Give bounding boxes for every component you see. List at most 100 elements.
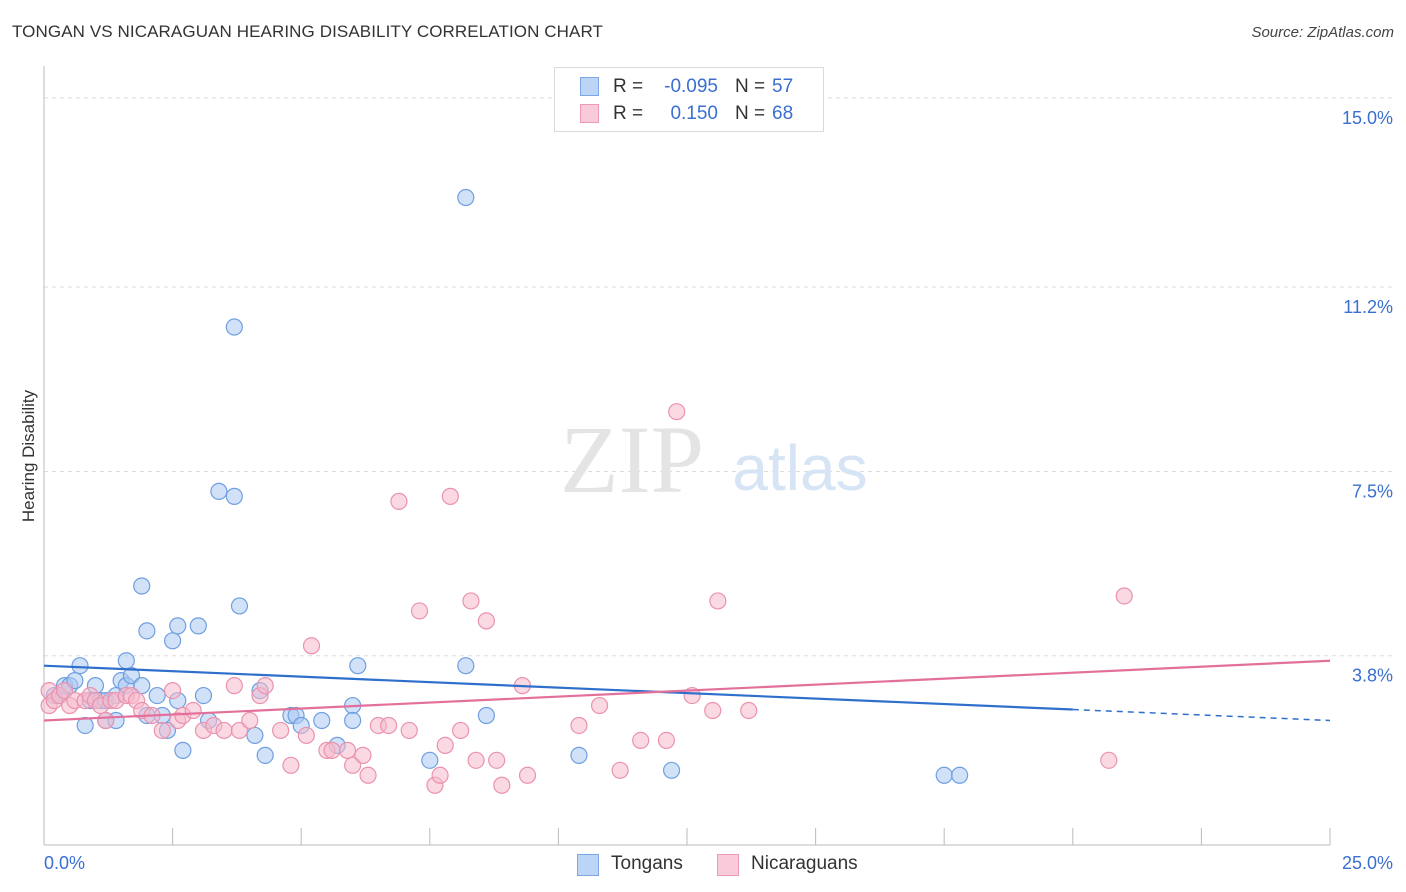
correlation-legend: R = -0.095 N = 57 R = 0.150 N = 68 (554, 67, 824, 132)
tongan-point (169, 617, 187, 635)
tongan-point (225, 487, 243, 505)
nicaraguan-point (657, 731, 676, 750)
tongan-point (313, 711, 331, 730)
nicaraguan-point (452, 721, 470, 740)
watermark-atlas: atlas (732, 432, 867, 504)
tongan-point (344, 711, 362, 730)
tongans-swatch (580, 77, 599, 96)
nicaraguan-point (230, 721, 249, 740)
nicaraguan-point (704, 701, 722, 720)
nicaraguan-point (431, 766, 449, 784)
tongans-legend-swatch (577, 854, 599, 876)
watermark: ZIP atlas (560, 406, 868, 513)
nicaraguans-legend-swatch (717, 854, 739, 876)
legend-n-label: N = (735, 103, 766, 124)
nicaraguan-point (632, 731, 650, 750)
nicaraguan-point (441, 487, 459, 505)
tongan-point (457, 188, 475, 207)
nicaraguan-point (462, 592, 480, 610)
nicaraguan-point (338, 741, 357, 759)
nicaraguans-swatch (580, 104, 599, 123)
nicaraguan-point (323, 741, 341, 759)
nicaraguan-point (488, 751, 506, 769)
tongan-point (935, 766, 953, 784)
nicaraguan-point (225, 677, 243, 695)
tongan-point (117, 652, 135, 670)
tick-labels: 3.8% 7.5% 11.2% 15.0% 0.0% 25.0% (44, 108, 1393, 873)
tongan-trend-extension (1072, 708, 1331, 722)
tongan-point (421, 751, 439, 769)
nicaraguan-point (410, 602, 429, 620)
nicaraguan-point (1115, 587, 1133, 605)
nicaraguan-point (570, 716, 588, 735)
tongan-point (148, 686, 166, 705)
tongan-point (138, 622, 156, 640)
tongan-point (457, 657, 475, 675)
nicaraguan-point (400, 721, 418, 740)
tongan-point (349, 657, 367, 675)
nicaraguan-point (518, 766, 537, 784)
legend-row-nicaraguans: R = 0.150 N = 68 (555, 101, 823, 127)
nicaraguan-point (380, 716, 398, 735)
y-tick-label: 7.5% (1352, 481, 1393, 501)
nicaraguan-point (282, 756, 300, 774)
nicaraguan-point (390, 492, 408, 510)
legend-n-value: 68 (772, 103, 794, 124)
y-tick-label: 15.0% (1342, 108, 1393, 128)
nicaraguan-point (709, 592, 727, 610)
nicaraguan-point (436, 736, 454, 754)
x-tick-label: 25.0% (1342, 853, 1393, 873)
watermark-zip: ZIP (560, 406, 704, 513)
legend-row-tongans: R = -0.095 N = 57 (555, 74, 823, 100)
trend-lines (43, 659, 1331, 722)
tongan-point (164, 632, 182, 650)
tongans-legend-label: Tongans (611, 853, 683, 874)
tongan-point (133, 577, 151, 595)
tongan-point (662, 761, 681, 779)
nicaraguan-point (55, 682, 74, 700)
nicaraguan-point (272, 721, 290, 740)
tongan-point (194, 686, 213, 705)
x-tick-label: 0.0% (44, 853, 85, 873)
y-tick-label: 3.8% (1352, 666, 1393, 686)
legend-r-label: R = (613, 76, 644, 97)
y-tick-label: 11.2% (1343, 297, 1393, 317)
tongan-point (122, 667, 141, 685)
chart-title: TONGAN VS NICARAGUAN HEARING DISABILITY … (12, 22, 604, 41)
nicaraguan-point (256, 677, 274, 695)
tongan-point (66, 672, 84, 690)
nicaraguan-point (611, 761, 629, 779)
grid-lines (44, 97, 1395, 657)
legend-r-label: R = (613, 103, 644, 124)
nicaraguan-point (1100, 751, 1118, 769)
nicaraguan-point (590, 696, 609, 715)
tongan-point (76, 716, 94, 735)
tongan-point (246, 726, 264, 745)
nicaraguan-trend-line (43, 659, 1331, 722)
tongan-point (210, 482, 228, 500)
nicaraguan-point (97, 711, 115, 730)
legend-r-value: 0.150 (670, 103, 718, 124)
tongan-point (256, 746, 274, 764)
nicaraguan-point (344, 756, 362, 774)
nicaraguan-point (493, 776, 511, 794)
nicaraguan-point (215, 721, 233, 740)
nicaraguan-point (153, 721, 171, 740)
nicaraguan-point (354, 746, 372, 764)
tongan-point (133, 677, 151, 695)
nicaraguan-point (740, 701, 758, 720)
tongan-point (225, 318, 243, 336)
nicaraguan-point (467, 751, 485, 769)
data-points (40, 188, 1133, 794)
legend-r-value: -0.095 (664, 76, 718, 97)
tongan-point (951, 766, 969, 784)
axes (43, 66, 1331, 846)
tongan-point (189, 617, 207, 635)
tongan-trend-line (43, 664, 1073, 711)
nicaraguans-legend-label: Nicaraguans (751, 853, 858, 874)
nicaraguan-point (164, 682, 182, 700)
tongan-point (71, 657, 89, 675)
nicaraguan-point (477, 612, 495, 630)
tongan-point (570, 746, 588, 764)
